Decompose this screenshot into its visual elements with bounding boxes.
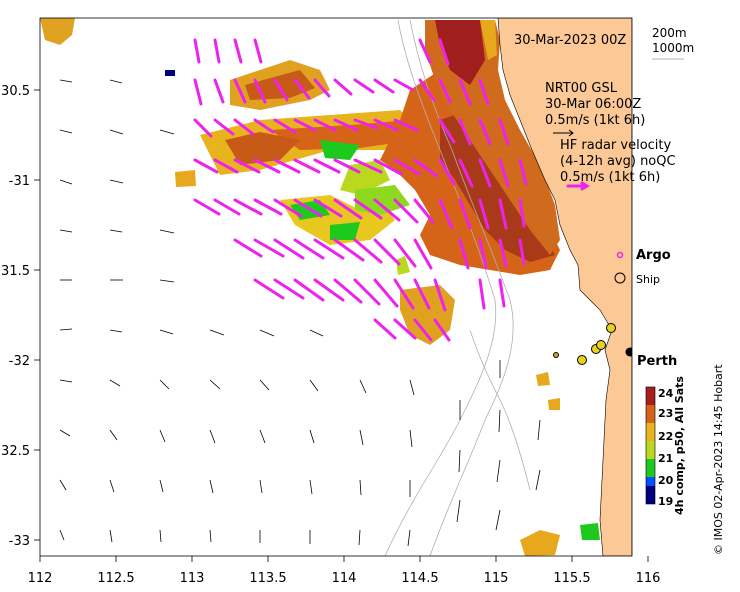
city-label: Perth: [637, 354, 677, 369]
ship-legend-marker: [614, 272, 626, 284]
colorbar-tick: 23: [658, 407, 673, 420]
y-tick-label: 31.5: [1, 264, 30, 279]
y-tick-label: -31: [9, 174, 30, 189]
x-tick-label: 113: [180, 571, 205, 586]
hf-title: HF radar velocity: [560, 138, 672, 153]
legend-ship: Ship: [636, 273, 660, 286]
gsl-velocity-arrows: [59, 79, 541, 547]
credit-text: © IMOS 02-Apr-2023 14:45 Hobart: [712, 364, 725, 555]
colorbar-tick: 19: [658, 495, 673, 508]
colorbar-tick: 20: [658, 474, 674, 487]
y-tick-label: 32.5: [1, 444, 30, 459]
bathymetry-contours: [384, 19, 531, 556]
depth-label-1000m: 1000m: [652, 41, 694, 55]
depth-label-200m: 200m: [652, 26, 687, 40]
x-axis-labels: 112 112.5 113 113.5 114 114.5 115 115.5 …: [28, 571, 661, 586]
ship-markers: [553, 323, 616, 365]
x-tick-label: 116: [636, 571, 661, 586]
date-label: 30-Mar-2023 00Z: [514, 33, 626, 48]
x-tick-label: 112.5: [97, 571, 134, 586]
x-tick-label: 114.5: [401, 571, 438, 586]
y-tick-label: -33: [9, 534, 30, 549]
x-tick-label: 112: [28, 571, 53, 586]
colorbar-label: 4h comp, p50, All Sats: [673, 376, 686, 515]
legend: Argo Ship: [614, 248, 671, 286]
argo-legend-marker: [616, 251, 624, 259]
hf-radar-arrows: [193, 38, 528, 342]
y-axis-labels: 30.5 -31 31.5 -32 32.5 -33: [1, 84, 30, 549]
colorbar-tick: 21: [658, 452, 673, 465]
y-tick-label: 30.5: [1, 84, 30, 99]
land-mass: [497, 18, 632, 556]
legend-argo: Argo: [636, 248, 671, 263]
x-tick-label: 114: [332, 571, 357, 586]
gsl-scale-arrow: [553, 129, 574, 137]
gsl-label: NRT00 GSL: [545, 81, 618, 96]
x-tick-label: 115.5: [553, 571, 590, 586]
hf-subtitle: (4-12h avg) noQC: [560, 154, 676, 169]
axis-ticks: [34, 89, 649, 562]
hf-scale-arrow: [566, 181, 590, 191]
y-tick-label: -32: [9, 354, 30, 369]
colorbar: 24 23 22 21 20 19: [645, 386, 674, 508]
colorbar-tick: 22: [658, 430, 673, 443]
perth-marker: [625, 347, 632, 357]
x-tick-label: 115: [484, 571, 509, 586]
x-tick-label: 113.5: [249, 571, 286, 586]
gsl-time: 30-Mar 06:00Z: [545, 97, 641, 112]
gsl-scale: 0.5m/s (1kt 6h): [545, 113, 645, 128]
hf-scale: 0.5m/s (1kt 6h): [560, 170, 660, 185]
colorbar-tick: 24: [658, 387, 674, 400]
